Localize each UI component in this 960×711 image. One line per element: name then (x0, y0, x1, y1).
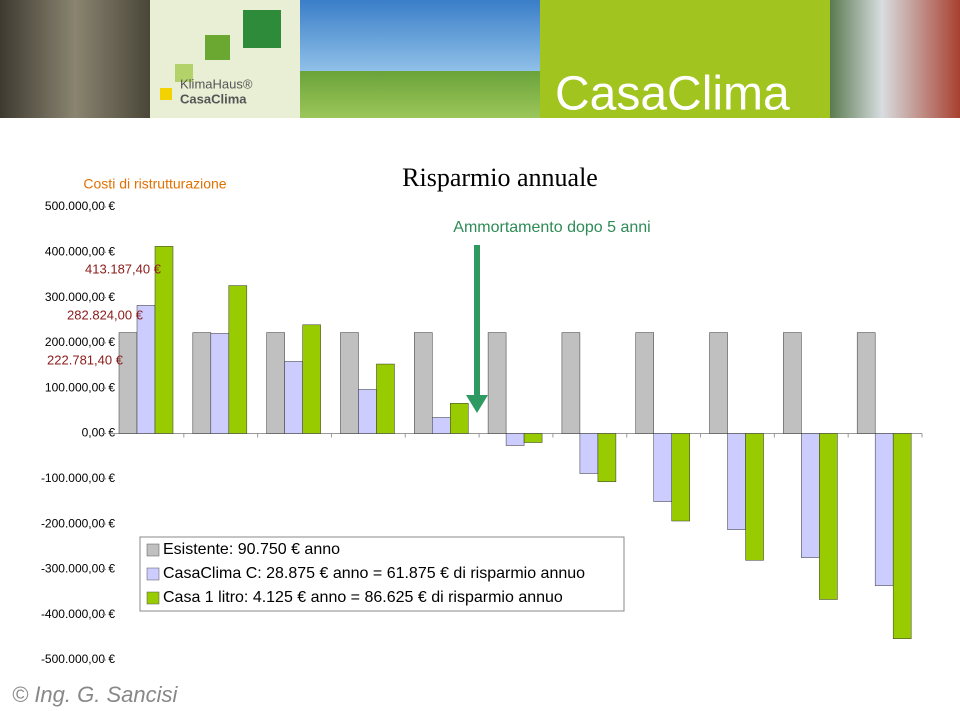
bar (302, 324, 321, 434)
photo-tree (0, 0, 150, 118)
bar (597, 433, 617, 483)
data-label: 222.781,40 € (47, 352, 124, 367)
legend-label: Casa 1 litro: 4.125 € anno = 86.625 € di… (163, 589, 563, 606)
y-tick-label: 500.000,00 € (45, 199, 115, 213)
bar (505, 433, 525, 446)
y-tick-label: -300.000,00 € (41, 562, 115, 576)
header: KlimaHaus® CasaClima CasaClima (0, 0, 960, 121)
y-tick-label: -200.000,00 € (41, 516, 115, 530)
bar (450, 403, 469, 434)
logo-square (243, 10, 281, 48)
bar (414, 332, 433, 434)
legend-swatch (146, 567, 160, 581)
bar (210, 333, 230, 434)
bar (819, 433, 838, 600)
legend-box (139, 536, 625, 612)
bar (579, 433, 599, 474)
bar (154, 246, 174, 434)
y-tick-label: 300.000,00 € (45, 290, 115, 304)
logo-square (160, 88, 172, 100)
bar (856, 332, 876, 434)
legend-swatch (146, 591, 160, 605)
bar (487, 332, 507, 434)
y-tick-label: -500.000,00 € (41, 652, 115, 666)
y-tick-label: 100.000,00 € (45, 380, 115, 394)
bar (376, 363, 395, 434)
bar (228, 285, 248, 434)
bar (653, 433, 672, 502)
legend-swatch (146, 543, 160, 557)
bar (801, 433, 820, 558)
bar (340, 332, 359, 434)
data-label: 282.824,00 € (67, 307, 144, 322)
logo-square (175, 64, 193, 82)
bar (745, 433, 764, 561)
y-tick-label: -100.000,00 € (41, 471, 115, 485)
data-label: 413.187,40 € (85, 261, 162, 276)
chart-title: Risparmio annuale (402, 163, 598, 192)
y-tick-label: -400.000,00 € (41, 607, 115, 621)
photo-hall (830, 0, 960, 118)
photo-house (300, 0, 540, 118)
banner-text: CasaClima (555, 68, 790, 121)
bar (783, 332, 802, 434)
bar (635, 332, 654, 434)
bar (874, 433, 894, 586)
logo-text: CasaClima (180, 91, 247, 106)
bar (523, 433, 543, 443)
bar (136, 305, 156, 434)
footer: © Ing. G. Sancisi (12, 682, 178, 707)
logo-text: KlimaHaus® (180, 76, 253, 91)
y-tick-label: 200.000,00 € (45, 335, 115, 349)
bar (266, 332, 285, 434)
legend-label: Esistente: 90.750 € anno (163, 541, 340, 558)
logo-square (205, 35, 230, 60)
bar (358, 389, 377, 434)
bar (727, 433, 746, 530)
legend-label: CasaClima C: 28.875 € anno = 61.875 € di… (163, 565, 585, 582)
annotation-arrowhead (466, 395, 488, 413)
bar (284, 361, 303, 434)
bar (671, 433, 690, 522)
bar (561, 332, 581, 434)
banner (540, 0, 830, 118)
bar (709, 332, 728, 434)
y-tick-label: 0,00 € (82, 426, 116, 440)
bar (432, 417, 451, 434)
bar (892, 433, 912, 639)
bar (192, 332, 212, 434)
y-tick-label: 400.000,00 € (45, 244, 115, 258)
bar (118, 332, 138, 434)
annotation: Ammortamento dopo 5 anni (453, 219, 650, 236)
y-axis-title: Costi di ristrutturazione (83, 176, 226, 192)
